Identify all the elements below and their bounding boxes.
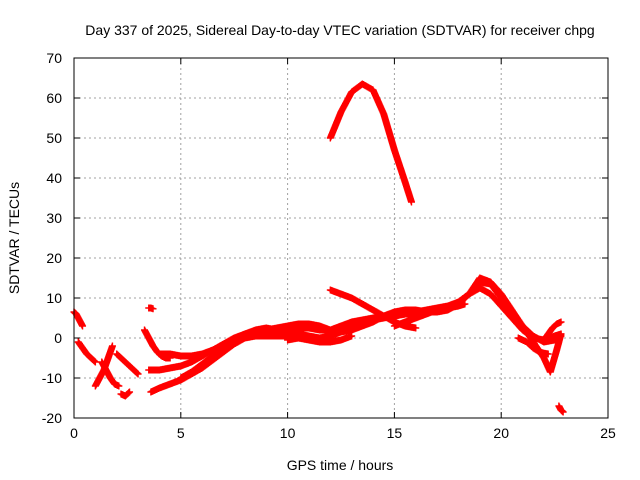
series-s16	[514, 334, 552, 358]
y-tick-label: -20	[42, 410, 62, 426]
series-s15	[390, 300, 469, 330]
y-tick-label: 60	[46, 90, 62, 106]
marker-trace	[177, 274, 565, 382]
x-tick-label: 10	[280, 425, 296, 441]
chart-title: Day 337 of 2025, Sidereal Day-to-day VTE…	[85, 22, 594, 38]
series-s2	[74, 338, 99, 366]
y-tick-label: 20	[46, 250, 62, 266]
y-axis-label: SDTVAR / TECUs	[6, 182, 22, 294]
y-tick-label: 40	[46, 170, 62, 186]
data-points	[70, 80, 567, 416]
series-s13	[284, 332, 356, 346]
x-tick-label: 20	[493, 425, 509, 441]
series-s5	[113, 350, 142, 378]
marker-trace	[514, 334, 552, 358]
marker-trace	[117, 388, 134, 400]
plot-frame	[73, 57, 609, 419]
x-tick-label: 0	[70, 425, 78, 441]
x-tick-label: 15	[387, 425, 403, 441]
series-s19	[326, 80, 415, 206]
y-tick-label: -10	[42, 370, 62, 386]
marker-trace	[113, 350, 142, 378]
ticks: 0 5 10 15 20 25 -20 -10 0 10 20 30 40 50 60 70	[42, 50, 616, 441]
x-tick-label: 25	[600, 425, 616, 441]
marker-trace	[540, 318, 565, 344]
marker-trace	[555, 402, 567, 416]
x-axis-label: GPS time / hours	[287, 457, 394, 473]
marker-trace	[70, 308, 87, 330]
marker-trace	[326, 80, 415, 206]
series-s18	[555, 402, 567, 416]
series-s7	[145, 304, 157, 313]
series-s17	[540, 318, 565, 344]
marker-trace	[74, 338, 99, 366]
series-s6	[117, 388, 134, 400]
series-s1	[70, 308, 87, 330]
series-s4	[98, 358, 123, 390]
series-s9	[147, 332, 292, 396]
marker-trace	[145, 304, 157, 313]
y-tick-label: 70	[46, 50, 62, 66]
marker-trace	[284, 332, 356, 346]
marker-trace	[98, 358, 123, 390]
y-tick-label: 30	[46, 210, 62, 226]
series-s12	[177, 274, 565, 382]
marker-trace	[147, 332, 292, 396]
x-tick-label: 5	[177, 425, 185, 441]
marker-trace	[390, 300, 469, 330]
y-tick-label: 50	[46, 130, 62, 146]
y-tick-label: 10	[46, 290, 62, 306]
y-tick-label: 0	[54, 330, 62, 346]
